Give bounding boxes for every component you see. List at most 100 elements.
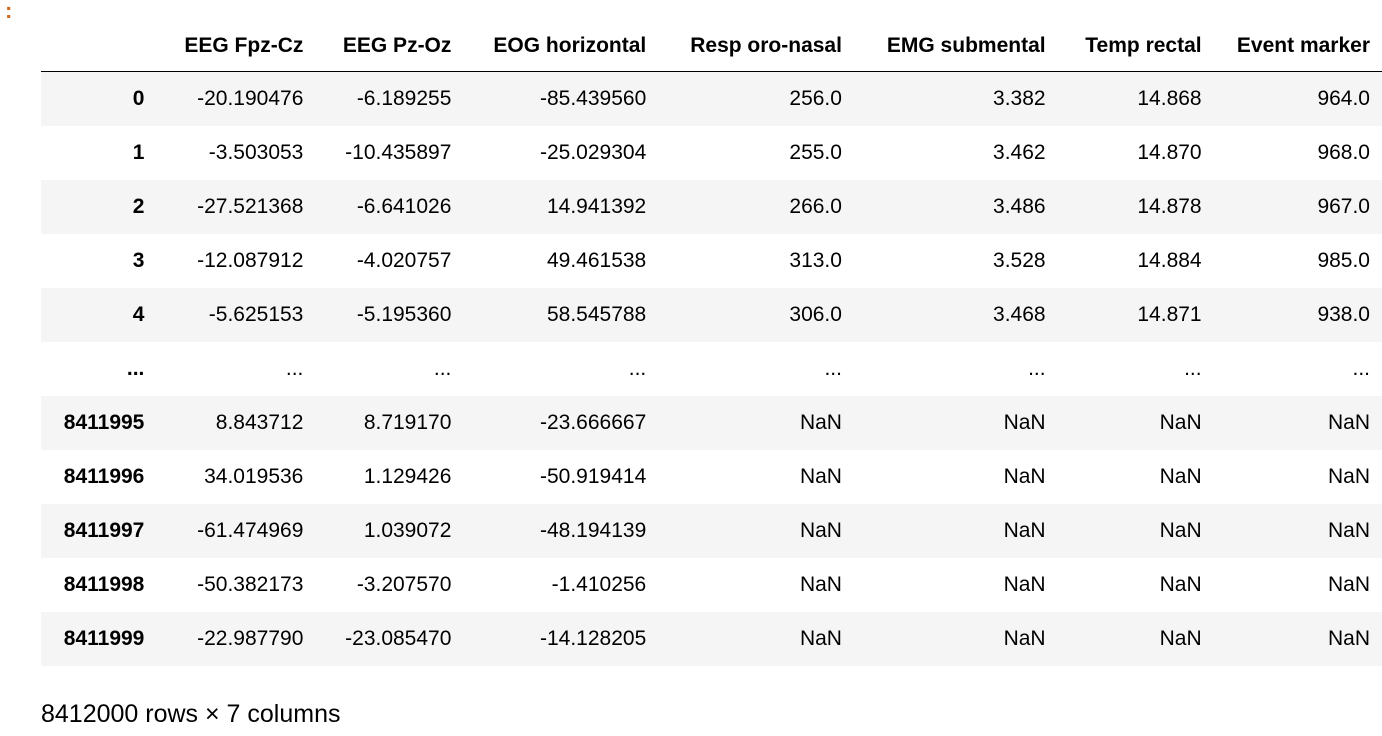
row-index: 8411997 xyxy=(63,519,145,542)
table-row: 1 -3.503053 -10.435897 -25.029304 255.0 3.462… xyxy=(41,126,1382,180)
row-index: 8411999 xyxy=(63,627,145,650)
table-cell: -6.189255 xyxy=(356,87,452,110)
table-cell: 968.0 xyxy=(1317,141,1370,164)
table-cell: 8.843712 xyxy=(215,411,304,434)
table-cell: NaN xyxy=(1159,627,1202,650)
table-cell: ... xyxy=(285,357,304,380)
table-cell: NaN xyxy=(1159,465,1202,488)
table-cell: NaN xyxy=(1003,411,1046,434)
table-cell: 3.468 xyxy=(993,303,1046,326)
table-cell: 14.941392 xyxy=(546,195,647,218)
table-cell: 14.870 xyxy=(1137,141,1202,164)
header-row: EEG Fpz-Cz EEG Pz-Oz EOG horizontal Resp or… xyxy=(41,20,1382,72)
cell-prompt: : xyxy=(5,0,13,23)
table-cell: ... xyxy=(1184,357,1202,380)
row-index: ... xyxy=(126,357,145,380)
index-header xyxy=(41,20,157,72)
table-row: 8411999 -22.987790 -23.085470 -14.128205 NaN… xyxy=(41,612,1382,666)
table-cell: 3.462 xyxy=(993,141,1046,164)
row-index: 8411996 xyxy=(63,465,145,488)
table-cell: ... xyxy=(824,357,842,380)
table-cell: -50.382173 xyxy=(197,573,304,596)
table-cell: NaN xyxy=(799,411,842,434)
row-index: 2 xyxy=(132,195,145,218)
column-header: Temp rectal xyxy=(1057,20,1214,72)
table-cell: ... xyxy=(1352,357,1370,380)
table-cell: 58.545788 xyxy=(546,303,647,326)
table-cell: -50.919414 xyxy=(539,465,647,488)
table-cell: -12.087912 xyxy=(197,249,304,272)
table-cell: 985.0 xyxy=(1317,249,1370,272)
table-cell: -20.190476 xyxy=(197,87,304,110)
table-body: 0 -20.190476 -6.189255 -85.439560 256.0 3.382… xyxy=(41,71,1382,666)
table-cell: NaN xyxy=(1003,519,1046,542)
table-row: 3 -12.087912 -4.020757 49.461538 313.0 3.528 1… xyxy=(41,234,1382,288)
table-cell: -5.195360 xyxy=(356,303,452,326)
table-cell: 967.0 xyxy=(1317,195,1370,218)
table-cell: -3.207570 xyxy=(356,573,452,596)
table-row: 8411998 -50.382173 -3.207570 -1.410256 NaN Na… xyxy=(41,558,1382,612)
table-cell: -5.625153 xyxy=(208,303,304,326)
shape-info: 8412000 rows × 7 columns xyxy=(41,700,341,728)
table-cell: -22.987790 xyxy=(197,627,304,650)
row-index: 1 xyxy=(132,141,145,164)
table-cell: NaN xyxy=(1327,519,1370,542)
table-cell: -1.410256 xyxy=(551,573,647,596)
table-cell: 964.0 xyxy=(1317,87,1370,110)
table-cell: ... xyxy=(433,357,452,380)
table-cell: 14.868 xyxy=(1137,87,1202,110)
table-cell: 938.0 xyxy=(1317,303,1370,326)
table-cell: 14.871 xyxy=(1137,303,1202,326)
table-row: 2 -27.521368 -6.641026 14.941392 266.0 3.486 1… xyxy=(41,180,1382,234)
row-index: 3 xyxy=(132,249,145,272)
dataframe-table: EEG Fpz-Cz EEG Pz-Oz EOG horizontal Resp or… xyxy=(41,20,1382,666)
row-index: 8411998 xyxy=(63,573,145,596)
table-cell: 3.486 xyxy=(993,195,1046,218)
table-cell: 1.039072 xyxy=(363,519,452,542)
table-cell: NaN xyxy=(1327,465,1370,488)
row-index: 0 xyxy=(132,87,145,110)
table-cell: NaN xyxy=(1159,519,1202,542)
row-index: 8411995 xyxy=(63,411,145,434)
table-cell: -4.020757 xyxy=(356,249,452,272)
table-cell: 14.878 xyxy=(1137,195,1202,218)
row-index: 4 xyxy=(132,303,145,326)
table-cell: -3.503053 xyxy=(208,141,304,164)
table-cell: -85.439560 xyxy=(539,87,647,110)
table-cell: -23.085470 xyxy=(345,627,452,650)
table-cell: 306.0 xyxy=(789,303,842,326)
column-header: EEG Pz-Oz xyxy=(315,20,464,72)
table-row: 8411997 -61.474969 1.039072 -48.194139 NaN Na… xyxy=(41,504,1382,558)
table-row: 8411996 34.019536 1.129426 -50.919414 NaN NaN… xyxy=(41,450,1382,504)
table-cell: NaN xyxy=(799,519,842,542)
table-cell: NaN xyxy=(799,627,842,650)
column-header: EOG horizontal xyxy=(463,20,659,72)
table-cell: 3.382 xyxy=(993,87,1046,110)
table-row: 8411995 8.843712 8.719170 -23.666667 NaN NaN N… xyxy=(41,396,1382,450)
table-cell: 313.0 xyxy=(789,249,842,272)
table-cell: -6.641026 xyxy=(356,195,452,218)
table-cell: 1.129426 xyxy=(363,465,452,488)
table-cell: -48.194139 xyxy=(539,519,647,542)
table-row: ........................ xyxy=(41,342,1382,396)
table-cell: NaN xyxy=(799,573,842,596)
table-cell: 255.0 xyxy=(789,141,842,164)
table-cell: NaN xyxy=(1003,465,1046,488)
table-cell: ... xyxy=(1028,357,1046,380)
table-cell: 256.0 xyxy=(789,87,842,110)
table-cell: NaN xyxy=(1159,411,1202,434)
column-header: EEG Fpz-Cz xyxy=(156,20,316,72)
table-cell: -10.435897 xyxy=(345,141,452,164)
table-row: 0 -20.190476 -6.189255 -85.439560 256.0 3.382… xyxy=(41,71,1382,126)
table-cell: NaN xyxy=(1327,411,1370,434)
table-cell: 14.884 xyxy=(1137,249,1202,272)
table-cell: ... xyxy=(628,357,647,380)
column-header: Resp oro-nasal xyxy=(658,20,854,72)
table-cell: -61.474969 xyxy=(197,519,304,542)
table-cell: -27.521368 xyxy=(197,195,304,218)
table-cell: NaN xyxy=(1327,627,1370,650)
table-cell: NaN xyxy=(1327,573,1370,596)
table-cell: -25.029304 xyxy=(539,141,647,164)
table-row: 4 -5.625153 -5.195360 58.545788 306.0 3.468 14… xyxy=(41,288,1382,342)
